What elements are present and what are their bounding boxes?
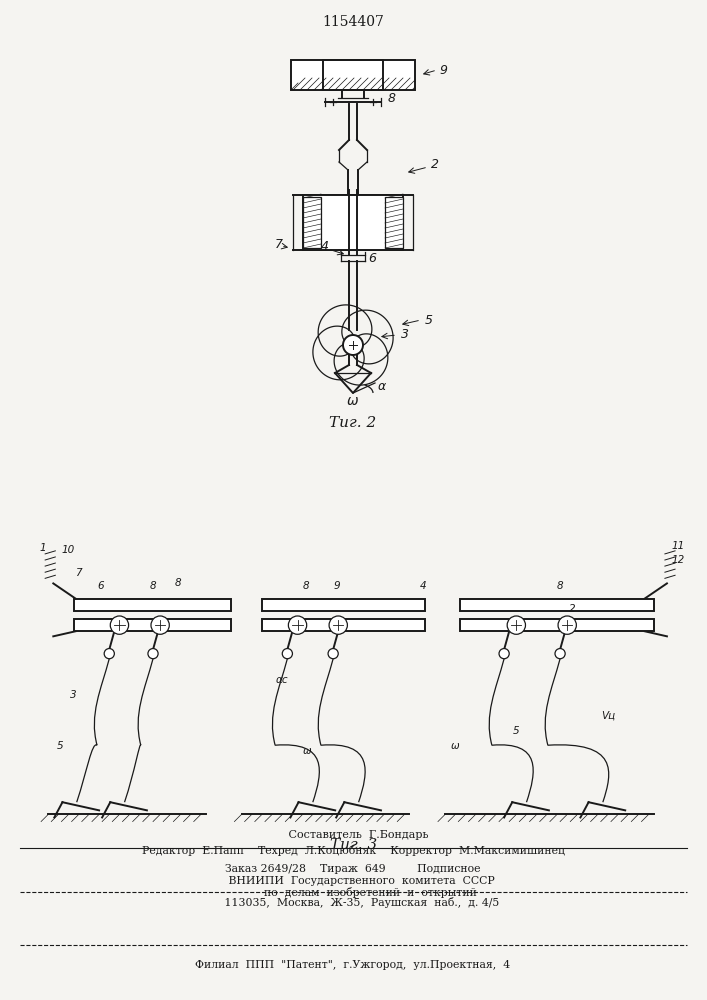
Bar xyxy=(303,197,321,248)
Circle shape xyxy=(282,649,293,659)
Polygon shape xyxy=(74,619,231,631)
Text: 8: 8 xyxy=(175,578,182,588)
Text: 2: 2 xyxy=(431,158,439,172)
Circle shape xyxy=(507,616,525,634)
Text: 3: 3 xyxy=(70,690,77,700)
Text: 7: 7 xyxy=(76,568,82,578)
Circle shape xyxy=(328,649,338,659)
Circle shape xyxy=(151,616,169,634)
Text: ω: ω xyxy=(451,741,460,751)
Text: α: α xyxy=(378,379,386,392)
Text: по  делам  изобретений  и  открытий: по делам изобретений и открытий xyxy=(229,886,477,898)
Bar xyxy=(303,195,403,250)
Circle shape xyxy=(499,649,509,659)
Text: 4: 4 xyxy=(420,581,426,591)
Text: Заказ 2649/28    Тираж  649         Подписное: Заказ 2649/28 Тираж 649 Подписное xyxy=(226,864,481,874)
Text: 5: 5 xyxy=(513,726,520,736)
Polygon shape xyxy=(460,619,654,631)
Text: 9: 9 xyxy=(439,64,447,77)
Circle shape xyxy=(343,335,363,355)
Text: 5: 5 xyxy=(425,314,433,326)
Circle shape xyxy=(104,649,115,659)
Text: 10: 10 xyxy=(62,545,75,555)
Text: Редактор  Е.Папп    Техред  Л.Коцюбняк    Корректор  М.Максимишинец: Редактор Е.Папп Техред Л.Коцюбняк Коррек… xyxy=(141,846,564,856)
Circle shape xyxy=(110,616,129,634)
Bar xyxy=(291,60,415,90)
Polygon shape xyxy=(262,619,425,631)
Text: Филиал  ППП  "Патент",  г.Ужгород,  ул.Проектная,  4: Филиал ППП "Патент", г.Ужгород, ул.Проек… xyxy=(195,960,510,970)
Text: Составитель  Г.Бондарь: Составитель Г.Бондарь xyxy=(278,830,428,840)
Bar xyxy=(385,197,403,248)
Circle shape xyxy=(148,649,158,659)
Circle shape xyxy=(329,616,347,634)
Circle shape xyxy=(555,649,565,659)
Text: Τиг. 2: Τиг. 2 xyxy=(329,416,377,430)
Text: 8: 8 xyxy=(557,581,563,591)
Text: 5: 5 xyxy=(57,741,64,751)
Text: ω: ω xyxy=(347,394,359,408)
Text: 7: 7 xyxy=(275,238,283,251)
Text: 9: 9 xyxy=(333,581,340,591)
Text: Vц: Vц xyxy=(601,711,615,721)
Text: 4: 4 xyxy=(321,240,329,253)
Text: 8: 8 xyxy=(388,93,396,105)
Text: 3: 3 xyxy=(401,328,409,342)
Text: 8: 8 xyxy=(303,581,309,591)
Text: 1: 1 xyxy=(39,543,46,553)
Text: ω: ω xyxy=(303,746,312,756)
Text: 2: 2 xyxy=(569,604,575,614)
Polygon shape xyxy=(74,599,231,611)
Polygon shape xyxy=(262,599,425,611)
Text: 11: 11 xyxy=(671,541,684,551)
Text: αc: αc xyxy=(276,675,288,685)
Text: 1154407: 1154407 xyxy=(322,15,384,29)
Text: 12: 12 xyxy=(671,555,684,565)
Circle shape xyxy=(288,616,307,634)
Text: 113035,  Москва,  Ж-35,  Раушская  наб.,  д. 4/5: 113035, Москва, Ж-35, Раушская наб., д. … xyxy=(207,898,499,908)
Text: 6: 6 xyxy=(98,581,105,591)
Text: 6: 6 xyxy=(368,251,376,264)
Polygon shape xyxy=(460,599,654,611)
Circle shape xyxy=(558,616,576,634)
Text: ВНИИПИ  Государственного  комитета  СССР: ВНИИПИ Государственного комитета СССР xyxy=(211,876,495,886)
Text: 8: 8 xyxy=(150,581,156,591)
Text: Τиг. 3: Τиг. 3 xyxy=(330,838,377,852)
